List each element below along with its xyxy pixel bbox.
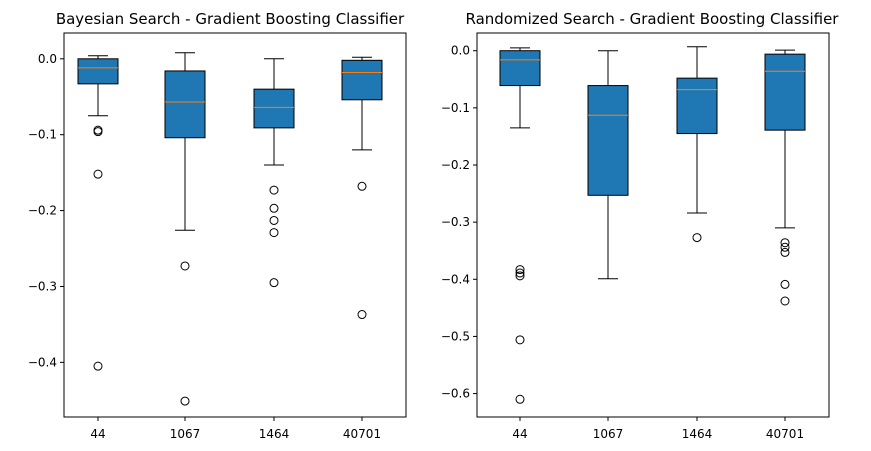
y-tick-label: −0.1 (441, 101, 470, 115)
outlier-point (357, 310, 367, 320)
box-40701 (764, 49, 806, 306)
y-tick-label: −0.3 (28, 279, 57, 293)
outlier-point (515, 335, 525, 345)
outlier-point (692, 233, 702, 243)
y-tick-label: −0.4 (441, 272, 470, 286)
box-body (77, 58, 119, 85)
axes-frame (476, 32, 830, 418)
box-1464 (676, 46, 718, 243)
axes-frame (63, 32, 407, 418)
chart-title: Randomized Search - Gradient Boosting Cl… (466, 10, 840, 28)
outlier-point (515, 394, 525, 404)
x-tick-label: 40701 (343, 427, 381, 441)
box-1464 (253, 58, 295, 288)
y-tick-label: −0.2 (441, 158, 470, 172)
outlier-point (93, 169, 103, 179)
outlier-point (780, 242, 790, 252)
y-tick-label: −0.3 (441, 215, 470, 229)
outlier-point (515, 268, 525, 278)
outlier-point (180, 396, 190, 406)
y-tick-label: −0.1 (28, 128, 57, 142)
chart-randomized-search: Randomized Search - Gradient Boosting Cl… (441, 10, 839, 441)
x-tick-label: 44 (512, 427, 527, 441)
outlier-point (93, 127, 103, 137)
box-body (676, 77, 718, 135)
y-tick-label: −0.2 (28, 204, 57, 218)
x-tick-label: 1067 (593, 427, 624, 441)
box-body (341, 59, 383, 101)
y-tick-label: 0.0 (451, 44, 470, 58)
box-44 (77, 55, 119, 371)
box-1067 (587, 50, 629, 280)
outlier-point (515, 271, 525, 281)
outlier-point (780, 279, 790, 289)
y-tick-label: 0.0 (38, 52, 57, 66)
outlier-point (357, 181, 367, 191)
chart-bayesian-search: Bayesian Search - Gradient Boosting Clas… (28, 10, 407, 441)
box-40701 (341, 56, 383, 320)
outlier-point (269, 278, 279, 288)
y-tick-label: −0.4 (28, 355, 57, 369)
x-tick-label: 40701 (766, 427, 804, 441)
outlier-point (780, 247, 790, 257)
chart-title: Bayesian Search - Gradient Boosting Clas… (56, 10, 405, 28)
outlier-point (269, 228, 279, 238)
x-tick-label: 1464 (682, 427, 713, 441)
outlier-point (269, 185, 279, 195)
outlier-point (269, 203, 279, 213)
x-tick-label: 1464 (259, 427, 290, 441)
x-tick-label: 44 (90, 427, 105, 441)
box-44 (499, 47, 541, 404)
x-tick-label: 1067 (170, 427, 201, 441)
box-body (587, 85, 629, 196)
y-tick-label: −0.5 (441, 329, 470, 343)
box-body (164, 70, 206, 139)
outlier-point (93, 361, 103, 371)
outlier-point (269, 215, 279, 225)
box-body (499, 50, 541, 87)
outlier-point (180, 261, 190, 271)
y-tick-label: −0.6 (441, 387, 470, 401)
outlier-point (780, 238, 790, 248)
box-body (253, 88, 295, 129)
box-body (764, 53, 806, 131)
box-1067 (164, 52, 206, 406)
outlier-point (780, 296, 790, 306)
outlier-point (515, 265, 525, 275)
